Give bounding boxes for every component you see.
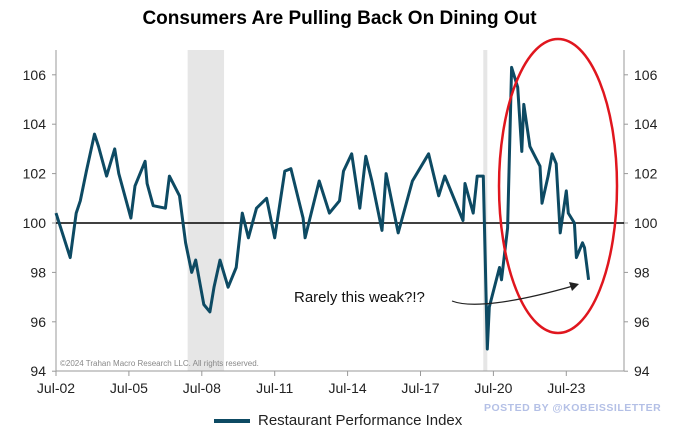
y-tick-label-right: 94 xyxy=(634,363,650,379)
x-tick-label: Jul-20 xyxy=(474,380,512,396)
y-tick-label-left: 102 xyxy=(23,166,47,182)
y-tick-label-left: 96 xyxy=(30,314,46,330)
x-tick-label: Jul-08 xyxy=(183,380,221,396)
annotation-arrowhead xyxy=(569,282,579,291)
y-tick-label-left: 106 xyxy=(23,67,47,83)
series-line-restaurant-performance-index xyxy=(54,65,591,351)
watermark: POSTED BY @KOBEISSILETTER xyxy=(484,402,662,414)
y-tick-label-left: 100 xyxy=(23,215,47,231)
copyright-text: ©2024 Trahan Macro Research LLC. All rig… xyxy=(60,359,259,368)
x-tick-label: Jul-05 xyxy=(110,380,148,396)
y-tick-label-left: 98 xyxy=(30,264,46,280)
x-tick-label: Jul-02 xyxy=(37,380,75,396)
annotation-arrow xyxy=(451,285,574,305)
x-tick-label: Jul-14 xyxy=(329,380,367,396)
y-tick-label-right: 98 xyxy=(634,264,650,280)
y-tick-label-left: 104 xyxy=(23,116,47,132)
y-tick-label-right: 100 xyxy=(634,215,658,231)
annotation-text: Rarely this weak?!? xyxy=(294,289,425,306)
x-tick-label: Jul-17 xyxy=(401,380,439,396)
chart-title: Consumers Are Pulling Back On Dining Out xyxy=(142,8,537,29)
recession-shading xyxy=(187,50,225,371)
highlight-ellipse xyxy=(497,37,619,335)
x-tick-label: Jul-23 xyxy=(547,380,585,396)
y-tick-label-right: 96 xyxy=(634,314,650,330)
y-tick-label-right: 104 xyxy=(634,116,658,132)
y-tick-label-left: 94 xyxy=(30,363,46,379)
legend-swatch xyxy=(214,418,250,423)
x-tick-label: Jul-11 xyxy=(256,380,293,396)
y-tick-label-right: 102 xyxy=(634,166,658,182)
y-tick-label-right: 106 xyxy=(634,67,658,83)
legend-label: Restaurant Performance Index xyxy=(258,412,463,429)
legend: Restaurant Performance Index xyxy=(214,412,462,429)
